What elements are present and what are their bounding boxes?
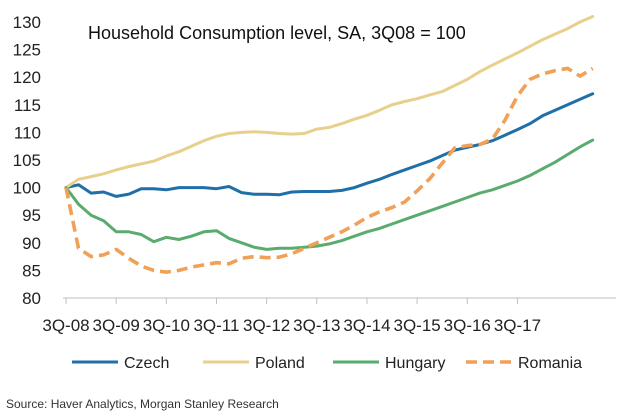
legend-label-czech: Czech [124, 355, 169, 372]
series-line-poland [64, 15, 595, 190]
legend: Czech Poland Hungary Romania [72, 355, 582, 372]
y-tick-label: 115 [14, 96, 41, 115]
y-axis: 80 85 90 95 100 105 110 115 120 125 130 [13, 13, 41, 308]
x-tick-label: 3Q-14 [343, 316, 390, 335]
x-tick-label: 3Q-11 [193, 316, 239, 335]
x-tick-label: 3Q-08 [42, 316, 89, 335]
source-note: Source: Haver Analytics, Morgan Stanley … [6, 397, 279, 411]
y-tick-label: 130 [13, 13, 41, 32]
y-tick-label: 80 [22, 289, 41, 308]
y-tick-label: 125 [13, 41, 41, 60]
consumption-chart: Household Consumption level, SA, 3Q08 = … [13, 13, 616, 372]
x-tick-label: 3Q-13 [293, 316, 340, 335]
series-line-czech [64, 92, 595, 198]
series-lines [64, 15, 595, 274]
legend-label-romania: Romania [518, 355, 582, 372]
y-tick-label: 90 [22, 234, 41, 253]
x-tick-label: 3Q-10 [143, 316, 190, 335]
legend-label-poland: Poland [255, 355, 305, 372]
y-tick-label: 95 [22, 206, 41, 225]
y-tick-label: 120 [13, 68, 41, 87]
chart-title: Household Consumption level, SA, 3Q08 = … [88, 23, 466, 43]
legend-label-hungary: Hungary [385, 355, 445, 372]
x-tick-label: 3Q-12 [243, 316, 290, 335]
x-tick-label: 3Q-15 [393, 316, 440, 335]
x-tick-label: 3Q-16 [444, 316, 491, 335]
y-tick-label: 100 [13, 179, 41, 198]
series-line-hungary [64, 138, 595, 251]
x-axis: 3Q-08 3Q-09 3Q-10 3Q-11 3Q-12 3Q-13 3Q-14 3Q-15… [42, 298, 541, 335]
y-tick-label: 110 [14, 123, 41, 142]
x-tick-label: 3Q-17 [494, 316, 541, 335]
series-line-romania [64, 66, 594, 274]
x-tick-label: 3Q-09 [93, 316, 140, 335]
y-tick-label: 105 [13, 151, 41, 170]
y-tick-label: 85 [22, 261, 41, 280]
